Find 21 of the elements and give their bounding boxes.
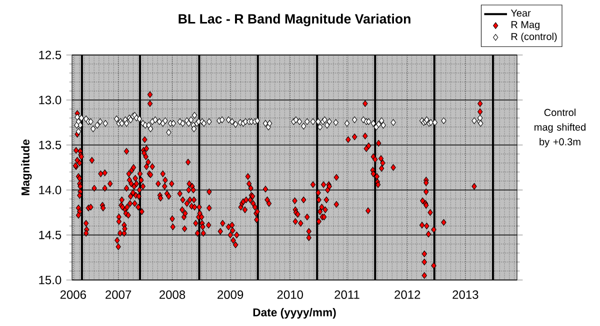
y-tick-label: 13.0 <box>39 96 62 104</box>
y-axis-title: Magnitude <box>21 140 32 196</box>
x-axis-title: Date (yyyy/mm) <box>253 308 336 319</box>
y-tick-label: 15.0 <box>39 276 62 284</box>
x-tick-label: 2011 <box>334 290 360 299</box>
x-tick-label: 2012 <box>394 290 420 299</box>
text: Control mag shifted by +0.3m <box>534 108 586 148</box>
x-tick-label: 2009 <box>218 290 244 299</box>
y-tick-label: 13.5 <box>39 140 62 150</box>
legend-label: R Mag <box>511 21 540 30</box>
x-tick-label: 2006 <box>60 290 86 299</box>
y-tick-label: 14.5 <box>39 230 62 240</box>
y-tick-label: 12.5 <box>39 50 62 60</box>
legend-label: Year <box>510 10 531 17</box>
x-tick-label: 2008 <box>160 290 186 299</box>
y-tick-label: 14.0 <box>39 186 62 194</box>
legend-label: R (control) <box>511 32 557 42</box>
chart-title: BL Lac - R Band Magnitude Variation <box>178 14 410 26</box>
x-tick-label: 2007 <box>106 290 132 299</box>
x-tick-label: 2013 <box>452 290 478 299</box>
x-tick-label: 2010 <box>277 290 303 299</box>
